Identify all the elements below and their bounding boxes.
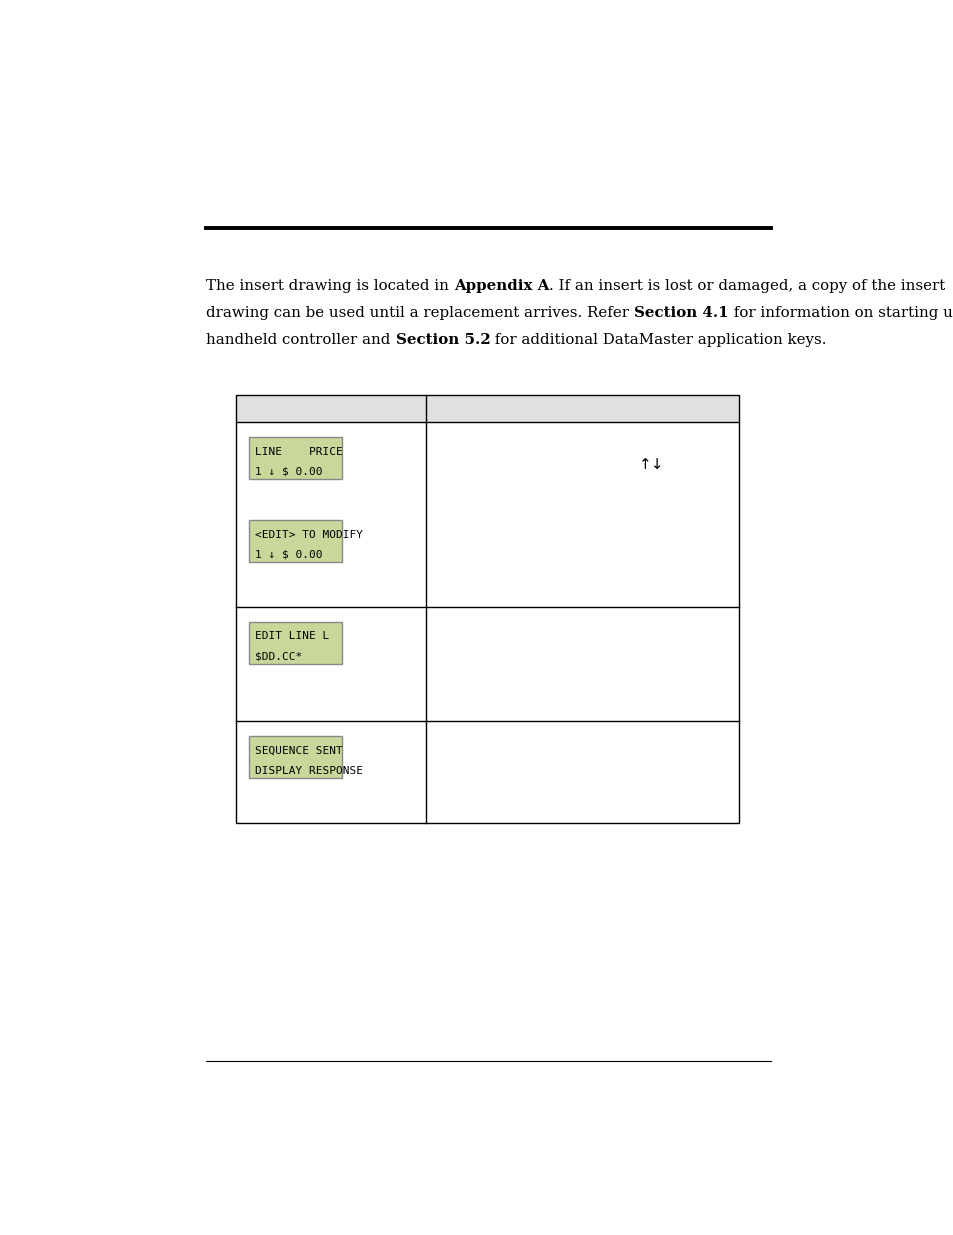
Text: Section 4.1: Section 4.1	[634, 306, 728, 320]
Text: drawing can be used until a replacement arrives. Refer: drawing can be used until a replacement …	[206, 306, 634, 320]
Text: 1 ↓ $ 0.00: 1 ↓ $ 0.00	[254, 550, 322, 559]
Text: . If an insert is lost or damaged, a copy of the insert: . If an insert is lost or damaged, a cop…	[549, 279, 944, 294]
Text: Appendix A: Appendix A	[454, 279, 549, 294]
Bar	[235, 395, 738, 422]
Text: The insert drawing is located in: The insert drawing is located in	[206, 279, 454, 294]
Bar	[249, 437, 341, 479]
Bar	[249, 736, 341, 778]
Text: LINE    PRICE: LINE PRICE	[254, 447, 342, 457]
Text: for additional DataMaster application keys.: for additional DataMaster application ke…	[490, 332, 826, 347]
Bar	[249, 622, 341, 663]
Text: Section 5.2: Section 5.2	[395, 332, 490, 347]
Text: handheld controller and: handheld controller and	[206, 332, 395, 347]
Text: DISPLAY RESPONSE: DISPLAY RESPONSE	[254, 766, 362, 776]
Text: <EDIT> TO MODIFY: <EDIT> TO MODIFY	[254, 530, 362, 540]
Bar	[235, 395, 738, 824]
Text: EDIT LINE L: EDIT LINE L	[254, 631, 329, 641]
Text: 1 ↓ $ 0.00: 1 ↓ $ 0.00	[254, 467, 322, 477]
Text: for information on starting up the: for information on starting up the	[728, 306, 953, 320]
Text: $DD.CC*: $DD.CC*	[254, 652, 301, 662]
Bar	[249, 520, 341, 562]
Text: SEQUENCE SENT: SEQUENCE SENT	[254, 746, 342, 756]
Text: ↑↓: ↑↓	[638, 457, 663, 472]
